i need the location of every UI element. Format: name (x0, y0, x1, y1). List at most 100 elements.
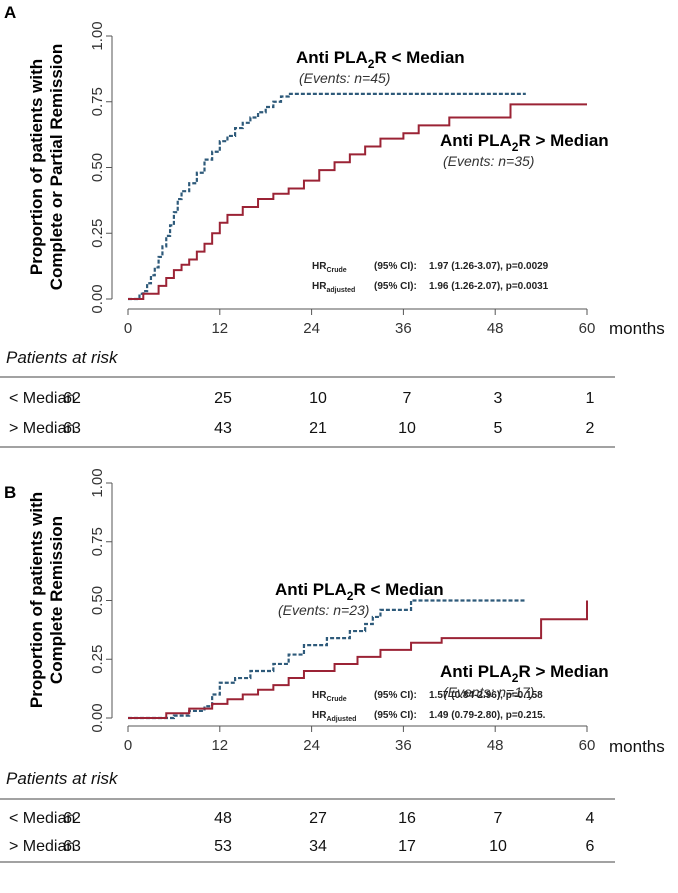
hr-ci-label: (95% CI): (374, 710, 417, 721)
hr-label: HR (312, 690, 327, 701)
series-name-label: Anti PLA2R < Median (275, 580, 444, 603)
series-name-subscript: 2 (368, 57, 375, 71)
hazard-ratio-label: HRCrude (312, 261, 347, 274)
panel-letter: A (4, 3, 16, 22)
hr-label: HR (312, 281, 327, 292)
hr-subscript: adjusted (326, 287, 355, 294)
hazard-ratio-label: HRadjusted (312, 281, 355, 294)
risk-cell: 48 (214, 810, 232, 827)
x-axis-title: months (609, 737, 665, 756)
hr-subscript: Crude (326, 267, 346, 274)
series-name-label: Anti PLA2R > Median (440, 131, 609, 154)
risk-cell: 2 (586, 420, 595, 437)
series-name-subscript: 2 (347, 589, 354, 603)
risk-table-title: Patients at risk (6, 769, 119, 788)
y-tick-label: 0.75 (89, 527, 106, 556)
x-tick-label: 36 (395, 320, 412, 337)
series-name-label: Anti PLA2R > Median (440, 662, 609, 685)
panel-letter: B (4, 483, 16, 502)
risk-row-label: > Median (9, 838, 75, 855)
series-name-suffix: R < Median (374, 48, 464, 67)
risk-cell: 3 (494, 390, 503, 407)
series-name-prefix: Anti PLA (440, 131, 512, 150)
risk-cell: 62 (63, 810, 81, 827)
hr-subscript: Adjusted (326, 716, 356, 723)
y-axis-title-line: Proportion of patients with (27, 59, 46, 275)
risk-cell: 53 (214, 838, 232, 855)
risk-row-label: < Median (9, 390, 75, 407)
x-tick-label: 12 (211, 737, 228, 754)
y-axis-title: Proportion of patients withComplete or P… (27, 44, 66, 291)
x-tick-label: 24 (303, 320, 320, 337)
series-name-subscript: 2 (512, 671, 519, 685)
y-axis-title-line: Proportion of patients with (27, 492, 46, 708)
hr-value: 1.96 (1.26-2.07), p=0.0031 (429, 281, 549, 292)
risk-cell: 6 (586, 838, 595, 855)
risk-cell: 7 (403, 390, 412, 407)
panel-b: B Proportion of patients withComplete Rem… (0, 468, 665, 863)
x-tick-label: 24 (303, 737, 320, 754)
series-name-label: Anti PLA2R < Median (296, 48, 465, 71)
risk-cell: 63 (63, 420, 81, 437)
hr-subscript: Crude (326, 696, 346, 703)
x-tick-label: 60 (579, 320, 596, 337)
y-tick-label: 0.00 (89, 284, 106, 313)
below-median-curve (128, 92, 526, 301)
series-name-prefix: Anti PLA (275, 580, 347, 599)
risk-row-label: > Median (9, 420, 75, 437)
risk-cell: 62 (63, 390, 81, 407)
y-tick-label: 0.75 (89, 87, 106, 116)
y-tick-label: 0.00 (89, 703, 106, 732)
series-name-suffix: R > Median (518, 662, 608, 681)
series-name-suffix: R > Median (518, 131, 608, 150)
x-tick-label: 0 (124, 737, 132, 754)
y-tick-label: 0.50 (89, 586, 106, 615)
risk-cell: 10 (489, 838, 507, 855)
risk-cell: 25 (214, 390, 232, 407)
x-tick-label: 36 (395, 737, 412, 754)
above-median-curve (128, 600, 588, 719)
hr-ci-label: (95% CI): (374, 281, 417, 292)
risk-cell: 27 (309, 810, 327, 827)
hazard-ratio-label: HRAdjusted (312, 710, 356, 723)
x-tick-label: 0 (124, 320, 132, 337)
risk-cell: 43 (214, 420, 232, 437)
risk-cell: 63 (63, 838, 81, 855)
hr-value: 1.97 (1.26-3.07), p=0.0029 (429, 261, 549, 272)
hr-value: 1.57 (0.84-2.96), p=0.158 (429, 690, 543, 701)
y-tick-label: 0.25 (89, 219, 106, 248)
risk-cell: 4 (586, 810, 595, 827)
hr-ci-label: (95% CI): (374, 690, 417, 701)
series-events-label: (Events: n=17) (443, 684, 534, 700)
series-events-label: (Events: n=23) (278, 602, 369, 618)
risk-cell: 10 (398, 420, 416, 437)
risk-cell: 21 (309, 420, 327, 437)
y-axis-title: Proportion of patients withComplete Remi… (27, 492, 66, 708)
y-axis-title-line: Complete Remission (47, 516, 66, 684)
risk-cell: 16 (398, 810, 416, 827)
hazard-ratio-label: HRCrude (312, 690, 347, 703)
hr-label: HR (312, 261, 327, 272)
series-events-label: (Events: n=35) (443, 153, 534, 169)
y-tick-label: 1.00 (89, 468, 106, 497)
risk-cell: 17 (398, 838, 416, 855)
x-tick-label: 60 (579, 737, 596, 754)
y-tick-label: 1.00 (89, 21, 106, 50)
x-tick-label: 48 (487, 320, 504, 337)
x-tick-label: 12 (211, 320, 228, 337)
y-tick-label: 0.25 (89, 645, 106, 674)
risk-cell: 1 (586, 390, 595, 407)
series-name-prefix: Anti PLA (296, 48, 368, 67)
risk-cell: 7 (494, 810, 503, 827)
panel-a: A Proportion of patients withComplete or … (0, 3, 665, 448)
hr-ci-label: (95% CI): (374, 261, 417, 272)
risk-cell: 5 (494, 420, 503, 437)
series-events-label: (Events: n=45) (299, 70, 390, 86)
risk-row-label: < Median (9, 810, 75, 827)
risk-cell: 10 (309, 390, 327, 407)
series-name-suffix: R < Median (353, 580, 443, 599)
x-tick-label: 48 (487, 737, 504, 754)
y-axis-title-line: Complete or Partial Remission (47, 44, 66, 291)
hr-label: HR (312, 710, 327, 721)
